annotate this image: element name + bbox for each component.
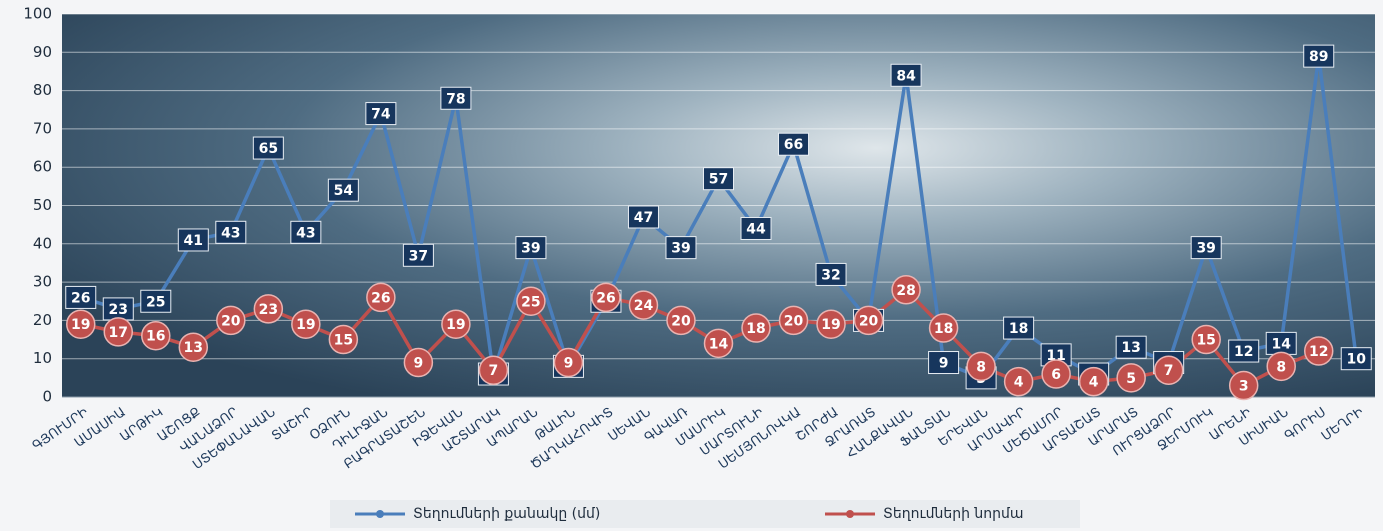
- data-label: 65: [259, 141, 278, 157]
- data-label: 23: [259, 302, 278, 318]
- data-label: 10: [1347, 352, 1367, 368]
- data-label: 14: [1271, 336, 1291, 352]
- data-label: 39: [671, 241, 690, 257]
- data-label: 19: [296, 317, 315, 333]
- data-label: 9: [939, 356, 949, 372]
- data-label: 74: [371, 107, 391, 123]
- data-label: 32: [821, 267, 840, 283]
- data-label: 12: [1234, 344, 1253, 360]
- data-label: 28: [896, 283, 915, 299]
- data-label: 9: [414, 356, 424, 372]
- data-label: 44: [746, 221, 766, 237]
- y-tick-label: 50: [33, 196, 52, 214]
- data-label: 41: [184, 233, 203, 249]
- data-label: 43: [296, 225, 315, 241]
- y-tick-label: 0: [42, 388, 52, 406]
- data-label: 8: [976, 359, 986, 375]
- y-tick-label: 40: [33, 234, 52, 252]
- data-label: 19: [71, 317, 90, 333]
- legend-label: Տեղումների նորմա: [883, 506, 1024, 522]
- data-label: 20: [221, 313, 241, 329]
- data-label: 19: [821, 317, 840, 333]
- data-label: 7: [489, 363, 499, 379]
- data-label: 15: [334, 333, 353, 349]
- data-label: 20: [859, 313, 879, 329]
- y-tick-label: 80: [33, 81, 52, 99]
- data-label: 18: [934, 321, 953, 337]
- data-label: 18: [1009, 321, 1028, 337]
- data-label: 12: [1309, 344, 1328, 360]
- data-label: 8: [1276, 359, 1286, 375]
- data-label: 57: [709, 172, 728, 188]
- y-tick-label: 100: [23, 5, 52, 23]
- y-tick-label: 30: [33, 273, 52, 291]
- data-label: 16: [146, 329, 165, 345]
- data-label: 3: [1239, 379, 1249, 395]
- data-label: 19: [446, 317, 465, 333]
- data-label: 15: [1196, 333, 1215, 349]
- data-label: 23: [109, 302, 128, 318]
- y-tick-label: 70: [33, 119, 52, 137]
- data-label: 26: [371, 290, 390, 306]
- data-label: 20: [784, 313, 804, 329]
- legend-marker: [376, 510, 384, 518]
- y-tick-label: 90: [33, 43, 52, 61]
- y-tick-label: 10: [33, 349, 52, 367]
- data-label: 24: [634, 298, 654, 314]
- y-tick-label: 60: [33, 158, 52, 176]
- data-label: 39: [1196, 241, 1215, 257]
- data-label: 47: [634, 210, 653, 226]
- data-label: 13: [1121, 340, 1140, 356]
- data-label: 25: [521, 294, 540, 310]
- y-tick-label: 20: [33, 311, 52, 329]
- data-label: 89: [1309, 49, 1328, 65]
- data-label: 9: [564, 356, 574, 372]
- data-label: 66: [784, 137, 803, 153]
- data-label: 26: [596, 290, 615, 306]
- data-label: 37: [409, 248, 428, 264]
- data-label: 4: [1014, 375, 1024, 391]
- data-label: 7: [1164, 363, 1174, 379]
- data-label: 39: [521, 241, 540, 257]
- data-label: 13: [184, 340, 203, 356]
- data-label: 18: [746, 321, 765, 337]
- legend-marker: [846, 510, 854, 518]
- data-label: 84: [896, 68, 916, 84]
- data-label: 4: [1089, 375, 1099, 391]
- data-label: 78: [446, 91, 465, 107]
- data-label: 17: [109, 325, 128, 341]
- page: 0102030405060708090100ԳՅՈՒՄՐԻԱՄԱՍԻԱԱՐԹԻԿ…: [0, 0, 1383, 531]
- data-label: 14: [709, 336, 729, 352]
- data-label: 20: [671, 313, 691, 329]
- data-label: 43: [221, 225, 240, 241]
- data-label: 6: [1051, 367, 1061, 383]
- data-label: 26: [71, 290, 90, 306]
- data-label: 5: [1126, 371, 1136, 387]
- legend-label: Տեղումների քանակը (մմ): [413, 506, 600, 522]
- chart: 0102030405060708090100ԳՅՈՒՄՐԻԱՄԱՍԻԱԱՐԹԻԿ…: [0, 0, 1383, 531]
- data-label: 25: [146, 294, 165, 310]
- data-label: 54: [334, 183, 354, 199]
